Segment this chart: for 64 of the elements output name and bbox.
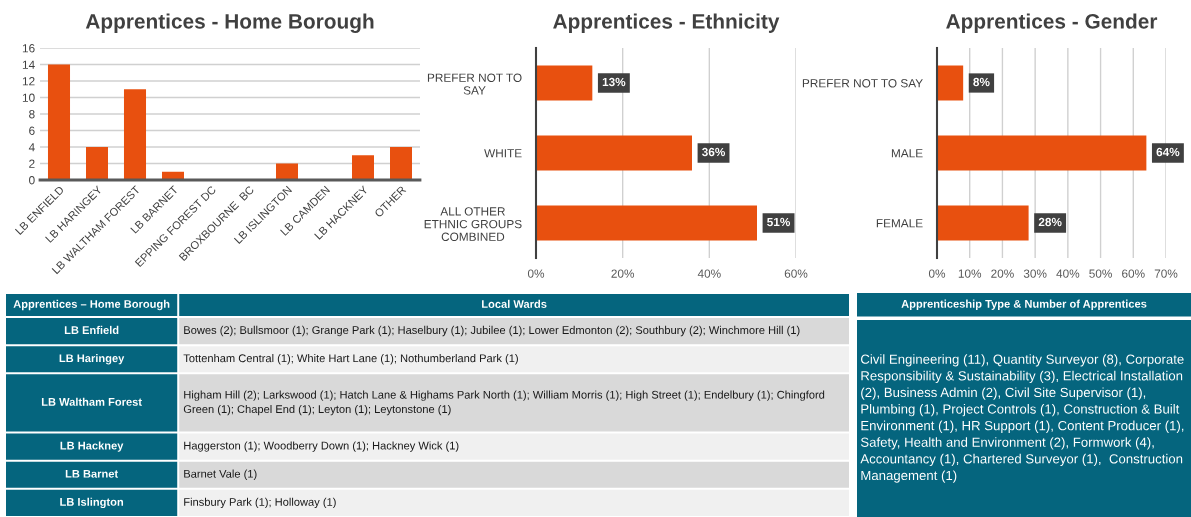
- y-tick-label: WHITE: [484, 149, 522, 158]
- y-tick-label: ALL OTHER ETHNIC GROUPS COMBINED: [424, 207, 522, 241]
- text: 36%: [701, 147, 726, 157]
- x-tick-label: 0%: [928, 269, 946, 278]
- y-tick-label: PREFER NOT TO SAY: [802, 79, 923, 88]
- y-tick-label: 2: [29, 159, 35, 168]
- y-tick-label: 4: [28, 143, 35, 152]
- x-tick-label: 60%: [784, 269, 808, 278]
- text: 13%: [602, 77, 626, 87]
- x-tick-label: 20%: [991, 269, 1014, 278]
- chart-title: Apprentices - Gender: [946, 13, 1158, 33]
- bar: [937, 205, 1029, 241]
- bar: [85, 147, 109, 180]
- text: LB Haringey: [59, 354, 125, 365]
- bar: [536, 205, 757, 241]
- y-tick-label: 8: [29, 110, 35, 119]
- y-tick-label: PREFER NOT TO SAY: [427, 73, 522, 95]
- bar: [536, 135, 692, 171]
- text: Finsbury Park (1); Holloway (1): [184, 497, 336, 509]
- x-tick-label: 0%: [527, 269, 545, 278]
- text: Higham Hill (2); Larkswood (1); Hatch Lane & Highams Park North (1); William Morris (1); High Street (1); Endelbury (1); Chingford Green (1); Chapel End (1); Leyton (1); Leytonstone (1): [183, 390, 825, 416]
- x-tick-label: 40%: [697, 269, 721, 278]
- text: Barnet Vale (1): [184, 469, 257, 480]
- text: Haggerston (1); Woodberry Down (1); Hackney Wick (1): [184, 441, 459, 452]
- text: LB Waltham Forest: [41, 397, 142, 406]
- x-tick-label: 60%: [1122, 269, 1145, 278]
- text: LB Enfield: [64, 325, 119, 335]
- x-tick-label: 30%: [1023, 269, 1047, 278]
- text: LB Barnet: [65, 469, 119, 478]
- y-tick-label: 16: [22, 44, 35, 53]
- text: 8%: [973, 77, 990, 87]
- bar: [937, 65, 964, 101]
- chart-title: Apprentices - Home Borough: [85, 13, 374, 33]
- category-label: Apprentices – Home Borough: [13, 299, 170, 311]
- bar: [275, 163, 299, 180]
- x-tick-label: 20%: [611, 269, 635, 278]
- y-tick-label: 12: [22, 77, 35, 86]
- bar: [937, 135, 1147, 171]
- y-tick-label: 10: [22, 93, 35, 102]
- x-tick-label: 10%: [958, 269, 982, 278]
- x-tick-label: 70%: [1154, 269, 1178, 278]
- y-tick-label: 6: [29, 126, 35, 135]
- bar: [389, 147, 413, 180]
- text: 64%: [1156, 147, 1180, 157]
- text: 51%: [767, 217, 791, 227]
- text: Civil Engineering (11), Quantity Surveyor (8), Corporate Responsibility & Sustainability (3), Electrical Installation (2), Business Admin (2), Civil Site Supervisor (1), Plumbing (1), Project Controls (1), Construction & Built Environment (1), HR Support (1), Content Producer (1), Safety, Health and Environment (2), Formwork (4), Accountancy (1), Chartered Surveyor (1), Construction Management (1): [860, 354, 1184, 483]
- text: Tottenham Central (1); White Hart Lane (1); Nothumberland Park (1): [183, 354, 518, 365]
- text: 28%: [1038, 217, 1062, 227]
- bar: [47, 64, 71, 180]
- x-tick-label: 50%: [1089, 269, 1112, 278]
- text: Bowes (2); Bullsmoor (1); Grange Park (1); Haselbury (1); Jubilee (1); Lower Edmonton (2); Southbury (2); Winchmore Hill (1): [184, 325, 800, 337]
- chart-title: Apprentices - Ethnicity: [553, 13, 780, 33]
- category-label: Local Wards: [482, 299, 547, 308]
- bar: [351, 155, 375, 180]
- y-tick-label: FEMALE: [876, 219, 923, 228]
- bar: [123, 89, 147, 180]
- x-tick-label: 40%: [1056, 269, 1080, 278]
- y-tick-label: 0: [29, 176, 35, 185]
- text: LB Islington: [60, 497, 124, 509]
- text: Apprenticeship Type & Number of Apprentices: [901, 299, 1147, 310]
- y-tick-label: MALE: [891, 149, 923, 158]
- y-tick-label: 14: [22, 60, 35, 69]
- text: LB Hackney: [60, 441, 124, 452]
- bar: [536, 65, 593, 101]
